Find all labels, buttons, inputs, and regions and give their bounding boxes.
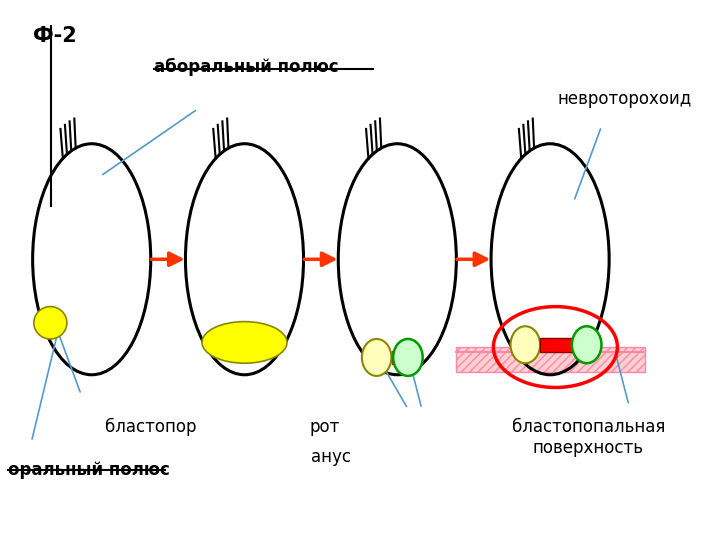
Ellipse shape <box>34 307 67 339</box>
Bar <box>392 350 399 365</box>
Ellipse shape <box>362 339 392 376</box>
Text: анус: анус <box>311 448 351 467</box>
Text: рот: рот <box>309 418 340 436</box>
Text: бластопор: бластопор <box>105 418 197 436</box>
Text: оральный полюс: оральный полюс <box>9 461 170 479</box>
Text: бластопопальная
поверхность: бластопопальная поверхность <box>512 418 665 456</box>
Text: аборальный полюс: аборальный полюс <box>154 58 339 76</box>
Ellipse shape <box>393 339 423 376</box>
Ellipse shape <box>572 326 601 363</box>
Ellipse shape <box>510 326 540 363</box>
Bar <box>540 338 582 352</box>
Text: Ф-2: Ф-2 <box>32 25 76 45</box>
Bar <box>456 347 644 373</box>
Ellipse shape <box>202 322 287 363</box>
Text: невроторохоид: невроторохоид <box>557 90 691 108</box>
